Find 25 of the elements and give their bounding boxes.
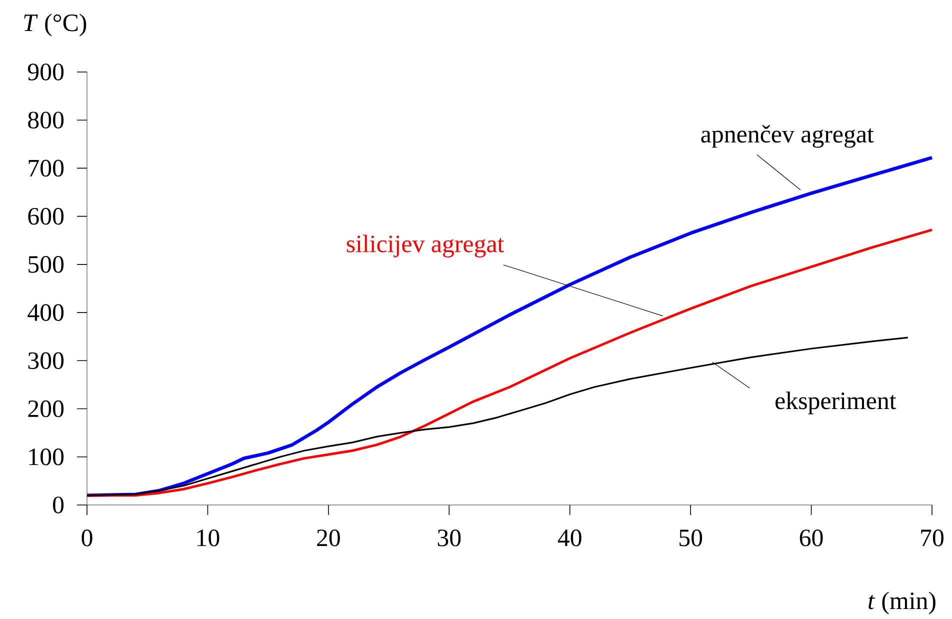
x-tick-label: 20 <box>317 529 340 546</box>
y-tick-label: 800 <box>28 112 64 129</box>
x-tick-label: 70 <box>921 529 944 546</box>
y-axis-title: T (°C) <box>24 14 86 36</box>
text: silicijev agregat <box>346 234 504 258</box>
x-axis-title: t (min) <box>868 592 936 614</box>
line-series <box>86 228 934 497</box>
y-tick-label: 900 <box>28 64 64 80</box>
x-tick-label: 50 <box>680 529 702 546</box>
y-tick-label: 500 <box>28 256 64 273</box>
series-label: eksperiment <box>776 392 896 414</box>
series-label: apnenčev agregat <box>701 125 874 148</box>
x-tick-label: 0 <box>82 529 92 546</box>
x-tick-label: 10 <box>197 529 220 546</box>
y-tick-label: 300 <box>28 352 64 370</box>
line-series <box>85 156 934 498</box>
y-tick-label: 600 <box>28 208 64 225</box>
x-tick-label: 60 <box>800 529 823 546</box>
y-tick-label: 400 <box>28 304 64 321</box>
y-tick-label: 200 <box>28 400 64 418</box>
y-tick-label: 0 <box>53 496 64 514</box>
x-tick-label: 30 <box>438 529 461 546</box>
x-tick-label: 40 <box>558 529 582 546</box>
y-tick-label: 100 <box>29 448 64 466</box>
y-tick-label: 700 <box>28 160 64 177</box>
